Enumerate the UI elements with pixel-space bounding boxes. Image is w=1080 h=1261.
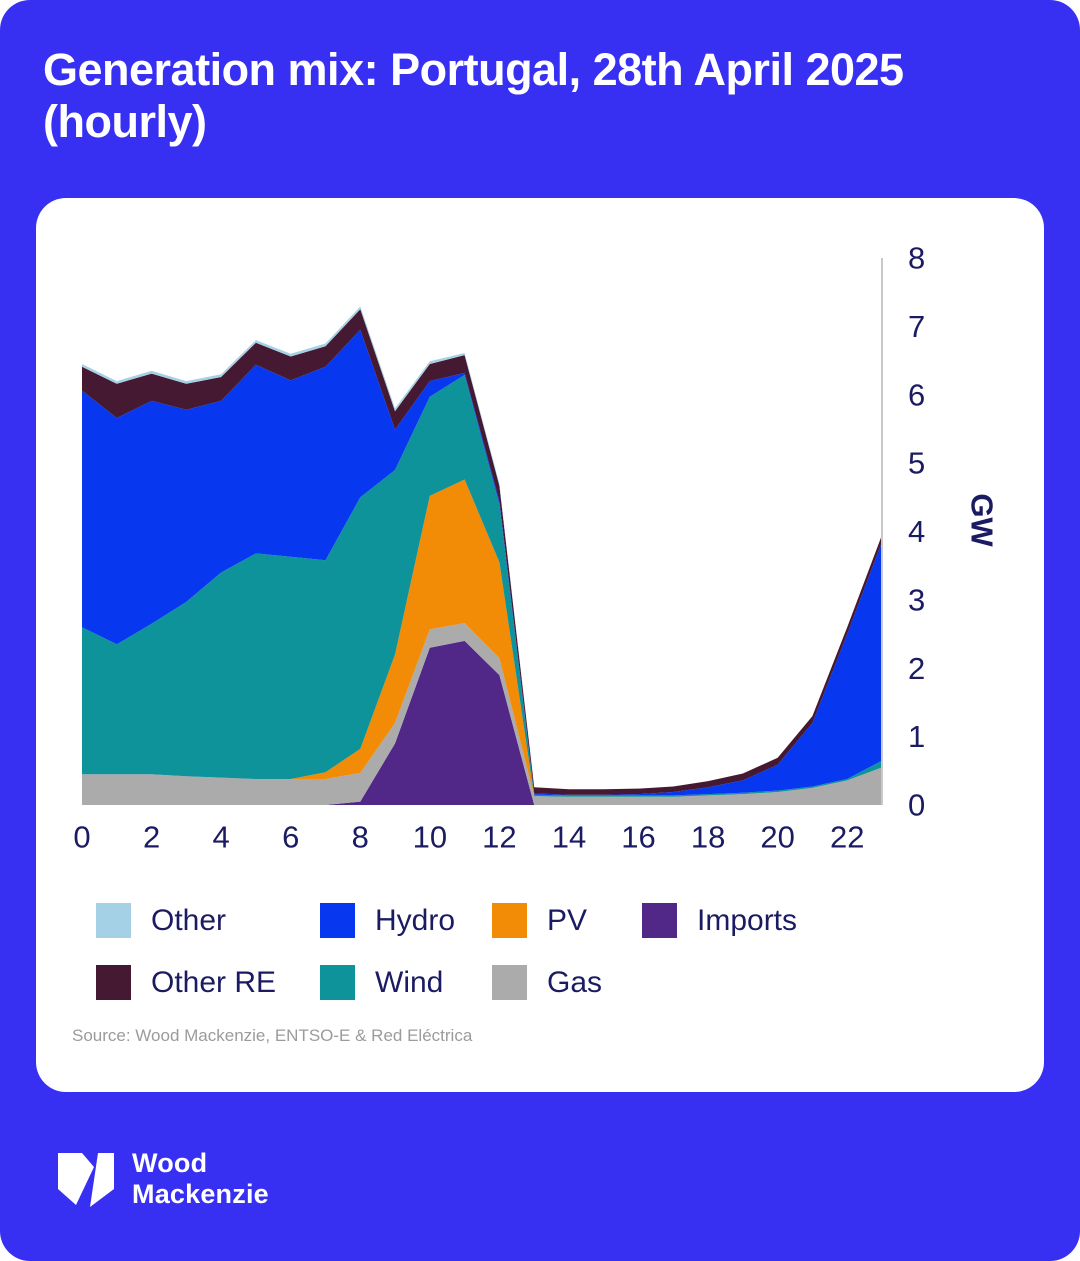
x-tick-8: 8 (352, 820, 369, 855)
area-imports (82, 640, 882, 805)
legend-item-pv: PV (492, 903, 587, 938)
x-tick-4: 4 (213, 820, 230, 855)
y-axis-ticks: 0 1 2 3 4 5 6 7 8 (908, 241, 925, 823)
y-axis-unit-group: GW (965, 493, 1000, 547)
x-tick-12: 12 (482, 820, 516, 855)
y-tick-3: 3 (908, 582, 925, 617)
x-tick-18: 18 (691, 820, 725, 855)
legend-item-other-re: Other RE (96, 965, 276, 1000)
x-tick-16: 16 (621, 820, 655, 855)
legend-label-gas: Gas (547, 965, 603, 999)
legend-swatch-gas (492, 965, 527, 1000)
y-tick-6: 6 (908, 377, 925, 412)
y-tick-7: 7 (908, 309, 925, 344)
x-axis-ticks: 0 2 4 6 8 10 12 14 16 18 20 22 (73, 820, 864, 855)
area-hydro (82, 329, 882, 796)
page-title: Generation mix: Portugal, 28th April 202… (43, 44, 1033, 148)
source-attribution: Source: Wood Mackenzie, ENTSO-E & Red El… (72, 1026, 473, 1045)
legend-item-imports: Imports (642, 903, 797, 938)
area-gas (82, 623, 882, 805)
legend-item-wind: Wind (320, 965, 443, 1000)
legend-label-other: Other (151, 903, 227, 937)
x-tick-22: 22 (830, 820, 864, 855)
page-title-line1: Generation mix: Portugal, 28th April 202… (43, 44, 904, 95)
chart-areas (82, 306, 882, 805)
y-tick-8: 8 (908, 241, 925, 276)
x-tick-20: 20 (760, 820, 794, 855)
legend-label-imports: Imports (697, 903, 798, 937)
x-tick-6: 6 (282, 820, 299, 855)
y-tick-0: 0 (908, 788, 925, 823)
legend-label-hydro: Hydro (375, 903, 456, 937)
y-tick-4: 4 (908, 514, 925, 549)
wood-mackenzie-logo-text: Wood Mackenzie (132, 1148, 269, 1210)
legend-label-other-re: Other RE (151, 965, 277, 999)
wood-mackenzie-logo-icon (58, 1152, 114, 1207)
legend-swatch-hydro (320, 903, 355, 938)
page-title-line2: (hourly) (43, 96, 207, 148)
legend-item-gas: Gas (492, 965, 602, 1000)
legend-label-pv: PV (547, 903, 588, 937)
legend-swatch-wind (320, 965, 355, 1000)
legend-item-hydro: Hydro (320, 903, 455, 938)
x-tick-2: 2 (143, 820, 160, 855)
legend-swatch-other (96, 903, 131, 938)
y-tick-2: 2 (908, 651, 925, 686)
x-tick-14: 14 (552, 820, 586, 855)
x-tick-10: 10 (413, 820, 447, 855)
wood-mackenzie-logo: Wood Mackenzie (56, 1148, 269, 1210)
legend-swatch-pv (492, 903, 527, 938)
area-pv (82, 479, 882, 797)
legend-swatch-other-re (96, 965, 131, 1000)
legend-label-wind: Wind (375, 965, 444, 999)
legend-swatch-imports (642, 903, 677, 938)
legend-item-other: Other (96, 903, 226, 938)
y-axis-unit-label: GW (965, 493, 1000, 547)
y-tick-1: 1 (908, 719, 925, 754)
logo-text-line2: Mackenzie (132, 1179, 269, 1210)
x-tick-0: 0 (73, 820, 90, 855)
logo-text-line1: Wood (132, 1148, 208, 1178)
area-wind (82, 374, 882, 797)
y-tick-5: 5 (908, 446, 925, 481)
